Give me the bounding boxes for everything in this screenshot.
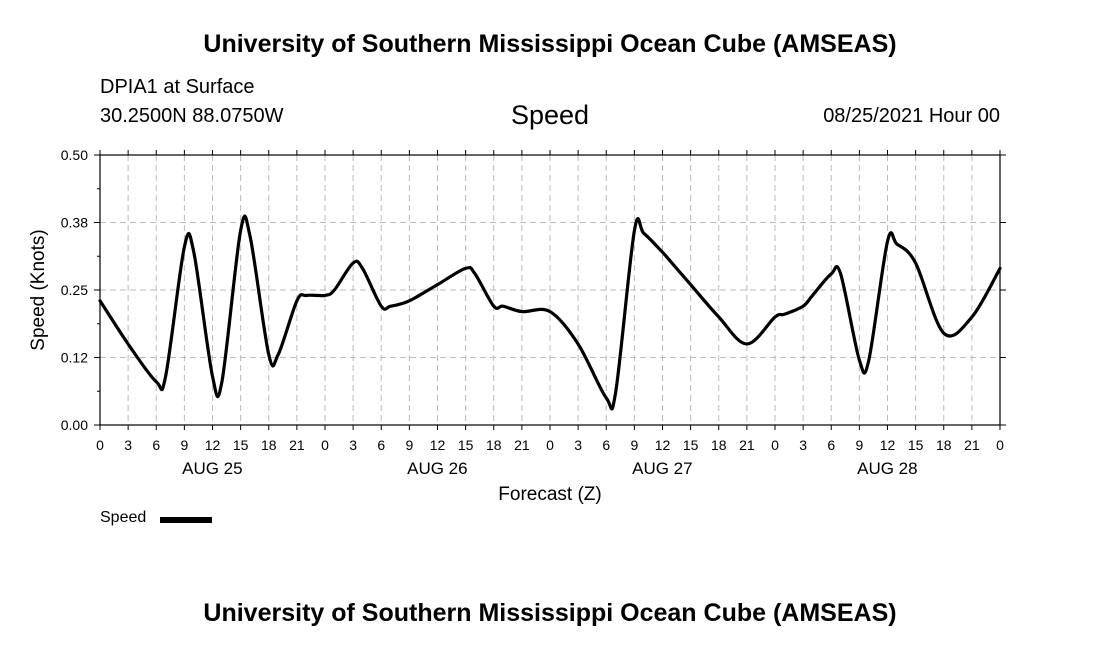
x-tick-label: 18 xyxy=(936,437,952,453)
bottom-title: University of Southern Mississippi Ocean… xyxy=(203,599,897,627)
x-tick-label: 21 xyxy=(739,437,755,453)
x-tick-label: 21 xyxy=(289,437,305,453)
y-tick-labels: 0.00 0.12 0.25 0.38 0.50 xyxy=(61,147,88,433)
station-label: DPIA1 at Surface xyxy=(100,76,255,98)
day-label: AUG 27 xyxy=(632,459,692,478)
x-tick-label: 12 xyxy=(880,437,896,453)
x-tick-label: 6 xyxy=(377,437,385,453)
coordinates-label: 30.2500N 88.0750W xyxy=(100,105,284,127)
x-tick-label: 15 xyxy=(683,437,699,453)
x-tick-label: 9 xyxy=(855,437,863,453)
x-tick-label: 6 xyxy=(602,437,610,453)
top-title: University of Southern Mississippi Ocean… xyxy=(203,30,897,58)
x-tick-label: 9 xyxy=(405,437,413,453)
x-tick-label: 15 xyxy=(908,437,924,453)
x-tick-label: 15 xyxy=(458,437,474,453)
x-tick-label: 6 xyxy=(827,437,835,453)
y-tick-label: 0.12 xyxy=(61,350,88,366)
x-tick-label: 3 xyxy=(574,437,582,453)
legend-swatch xyxy=(160,517,212,523)
x-tick-label: 3 xyxy=(124,437,132,453)
day-labels: AUG 25 AUG 26 AUG 27 AUG 28 xyxy=(182,459,917,478)
y-tick-label: 0.50 xyxy=(61,147,88,163)
x-tick-label: 0 xyxy=(546,437,554,453)
x-tick-label: 21 xyxy=(514,437,530,453)
x-tick-label: 21 xyxy=(964,437,980,453)
y-tick-label: 0.38 xyxy=(61,215,88,231)
x-tick-label: 3 xyxy=(349,437,357,453)
day-label: AUG 25 xyxy=(182,459,242,478)
x-tick-label: 15 xyxy=(233,437,249,453)
x-tick-label: 18 xyxy=(711,437,727,453)
x-tick-label: 12 xyxy=(205,437,221,453)
x-tick-label: 12 xyxy=(430,437,446,453)
legend-label: Speed xyxy=(100,509,147,526)
chart-title: Speed xyxy=(510,100,590,130)
chart-grid xyxy=(100,155,1000,425)
x-tick-label: 9 xyxy=(630,437,638,453)
x-tick-label: 18 xyxy=(486,437,502,453)
x-tick-labels: 0 3 6 9 12 15 18 21 0 3 6 9 12 15 18 21 0 3 6 9 12 15 18 21 0 3 6 9… xyxy=(96,437,1004,453)
x-axis-label: Forecast (Z) xyxy=(498,484,601,505)
x-tick-label: 3 xyxy=(799,437,807,453)
x-tick-label: 0 xyxy=(996,437,1004,453)
axis-ticks xyxy=(94,150,1006,430)
y-tick-label: 0.25 xyxy=(61,282,88,298)
x-tick-label: 9 xyxy=(180,437,188,453)
x-tick-label: 6 xyxy=(152,437,160,453)
x-tick-label: 0 xyxy=(321,437,329,453)
x-tick-label: 18 xyxy=(261,437,277,453)
y-axis-label: Speed (Knots) xyxy=(28,229,49,350)
forecast-datetime: 08/25/2021 Hour 00 xyxy=(823,105,1000,127)
day-label: AUG 28 xyxy=(857,459,917,478)
speed-series-line xyxy=(98,214,1002,411)
day-label: AUG 26 xyxy=(407,459,467,478)
x-tick-label: 0 xyxy=(96,437,104,453)
x-tick-label: 0 xyxy=(771,437,779,453)
y-tick-label: 0.00 xyxy=(61,417,88,433)
x-tick-label: 12 xyxy=(655,437,671,453)
